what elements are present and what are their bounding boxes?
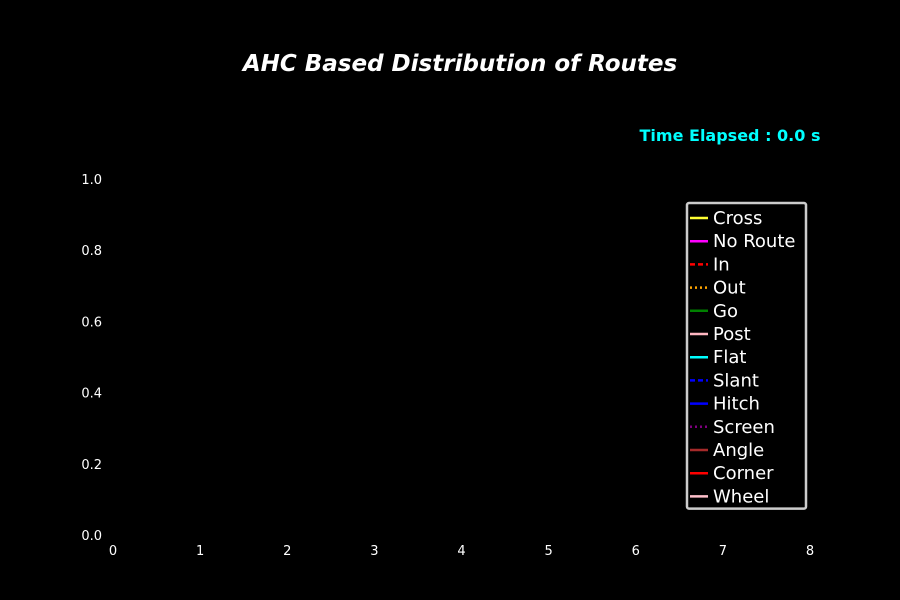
y-tick-label: 0.0 xyxy=(81,529,102,544)
y-axis-ticks: 0.0 0.2 0.4 0.6 0.8 1.0 xyxy=(81,173,102,544)
x-tick-label: 1 xyxy=(196,544,204,559)
legend-label: Post xyxy=(713,324,751,345)
y-tick-label: 0.8 xyxy=(81,244,102,259)
x-axis-ticks: 0 1 2 3 4 5 6 7 8 xyxy=(109,544,814,559)
legend-label: Corner xyxy=(713,463,774,484)
legend-label: Out xyxy=(713,278,746,299)
x-tick-label: 4 xyxy=(457,544,465,559)
legend-label: Go xyxy=(713,301,738,322)
x-tick-label: 2 xyxy=(283,544,291,559)
legend-label: Screen xyxy=(713,417,775,438)
x-tick-label: 6 xyxy=(632,544,640,559)
legend-label: No Route xyxy=(713,231,795,252)
legend-label: Flat xyxy=(713,347,746,368)
legend-label: Hitch xyxy=(713,394,760,415)
y-tick-label: 0.2 xyxy=(81,458,102,473)
legend-label: Cross xyxy=(713,208,762,229)
legend-label: Slant xyxy=(713,370,759,391)
legend-label: Angle xyxy=(713,440,764,461)
x-tick-label: 8 xyxy=(806,544,814,559)
legend-label: In xyxy=(713,254,730,275)
x-tick-label: 0 xyxy=(109,544,117,559)
y-tick-label: 0.4 xyxy=(81,387,102,402)
time-elapsed-annotation: Time Elapsed : 0.0 s xyxy=(640,126,821,145)
chart-title: AHC Based Distribution of Routes xyxy=(241,51,677,77)
x-tick-label: 7 xyxy=(719,544,727,559)
y-tick-label: 1.0 xyxy=(81,173,102,188)
legend-box xyxy=(685,201,808,510)
legend-label: Wheel xyxy=(713,486,769,507)
y-tick-label: 0.6 xyxy=(81,315,102,330)
x-tick-label: 3 xyxy=(370,544,378,559)
x-tick-label: 5 xyxy=(544,544,552,559)
